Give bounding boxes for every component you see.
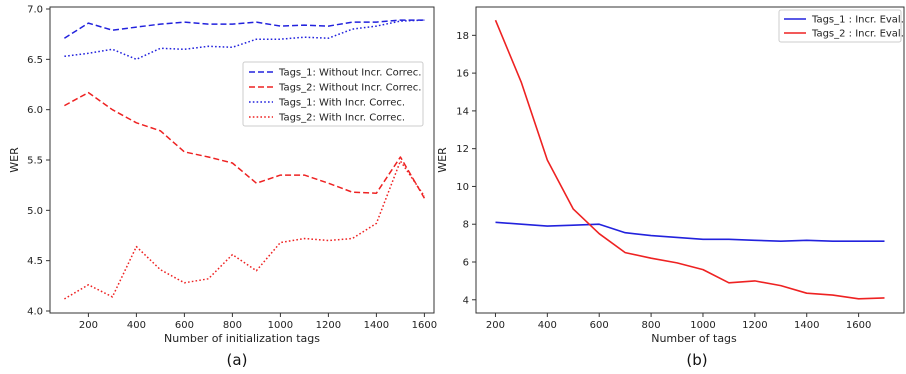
- y-tick-label-a: 6.0: [27, 105, 43, 116]
- y-tick-label-a: 5.5: [27, 156, 43, 167]
- chart-b: 200 400 600 800 1000 1200 1400 1600 4 6 8 10 12 14 16 1…: [436, 6, 905, 369]
- series-line-b-1: [495, 221, 885, 242]
- x-tick-label-b: 1000: [690, 320, 715, 331]
- y-tick-label-b: 12: [456, 144, 469, 155]
- y-tick-label-b: 6: [463, 258, 469, 269]
- legend-box-b: [778, 9, 902, 43]
- series-line-b-2: [494, 19, 885, 300]
- series-line-a-4: [64, 160, 426, 300]
- chart-a: 200 400 600 800 1000 1200 1400 1600 4.0 4.5 5.0 5.5…: [8, 5, 437, 369]
- x-tick-label-b: 600: [590, 320, 609, 331]
- x-tick-label-b: 1600: [846, 320, 871, 331]
- x-tick-label-b: 800: [642, 320, 661, 331]
- x-tick-label-a: 200: [79, 320, 98, 331]
- legend-label-a-4: Tags_2: With Incr. Correc.: [278, 113, 405, 124]
- axis-ticks-a: 200 400 600 800 1000 1200 1400 1600 4.0 4.5 5.0 5.5…: [27, 5, 437, 331]
- series-line-a-2: [64, 91, 426, 199]
- y-tick-label-a: 5.0: [27, 206, 43, 217]
- y-tick-label-b: 10: [456, 182, 469, 193]
- y-tick-label-b: 8: [463, 220, 469, 231]
- x-tick-label-b: 1200: [742, 320, 767, 331]
- x-tick-label-a: 1400: [364, 320, 389, 331]
- x-tick-label-a: 1200: [316, 320, 341, 331]
- x-tick-label-b: 200: [486, 320, 505, 331]
- series-lines-a: [64, 19, 426, 300]
- y-tick-label-a: 4.5: [27, 256, 43, 267]
- y-tick-label-b: 4: [463, 295, 469, 306]
- x-axis-label-b: Number of tags: [651, 332, 737, 345]
- legend-label-a-1: Tags_1: Without Incr. Correc.: [278, 68, 421, 79]
- x-tick-label-a: 600: [175, 320, 194, 331]
- legend-label-b-2: Tags_2 : Incr. Eval.: [811, 29, 904, 40]
- x-axis-label-a: Number of initialization tags: [164, 332, 320, 345]
- y-axis-label-b: WER: [436, 147, 449, 173]
- series-lines-b: [494, 19, 885, 300]
- legend-b: Tags_1 : Incr. Eval. Tags_2 : Incr. Eval.: [778, 9, 904, 43]
- y-tick-label-a: 4.0: [27, 306, 43, 317]
- x-tick-label-b: 1400: [794, 320, 819, 331]
- caption-a: (a): [227, 351, 248, 369]
- legend-box-a: [242, 61, 424, 127]
- series-line-a-1: [64, 19, 425, 39]
- x-tick-label-a: 1000: [268, 320, 293, 331]
- x-tick-label-b: 400: [538, 320, 557, 331]
- axis-ticks-b: 200 400 600 800 1000 1200 1400 1600 4 6 8 10 12 14 16 1…: [456, 31, 871, 331]
- y-tick-label-b: 18: [456, 31, 469, 42]
- legend-a: Tags_1: Without Incr. Correc. Tags_2: Wit…: [242, 61, 424, 127]
- plot-area-b: [475, 6, 905, 314]
- legend-label-b-1: Tags_1 : Incr. Eval.: [811, 15, 904, 26]
- y-axis-label-a: WER: [8, 147, 21, 173]
- x-tick-label-a: 800: [223, 320, 242, 331]
- y-tick-label-a: 7.0: [27, 5, 43, 16]
- y-tick-label-b: 16: [456, 69, 469, 80]
- y-tick-label-a: 6.5: [27, 55, 43, 66]
- x-tick-label-a: 400: [127, 320, 146, 331]
- y-tick-label-b: 14: [456, 106, 469, 117]
- legend-label-a-2: Tags_2: Without Incr. Correc.: [278, 83, 421, 94]
- caption-b: (b): [686, 351, 707, 369]
- series-line-a-3: [64, 19, 425, 61]
- plot-area-a: [49, 6, 435, 314]
- legend-label-a-3: Tags_1: With Incr. Correc.: [278, 98, 405, 109]
- x-tick-label-a: 1600: [412, 320, 437, 331]
